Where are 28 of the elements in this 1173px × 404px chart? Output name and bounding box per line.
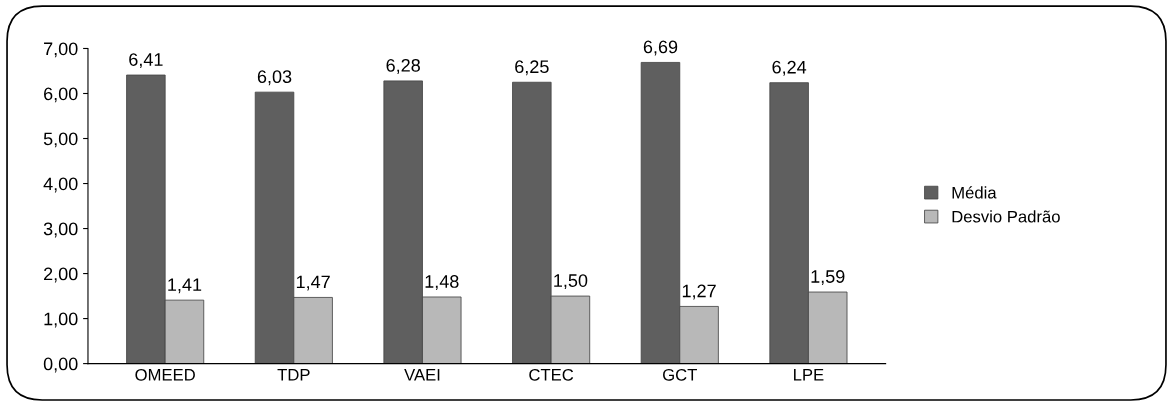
data-label: 1,41 bbox=[168, 278, 202, 294]
y-tick-label: 2,00 bbox=[44, 267, 78, 283]
y-tick-label: 0,00 bbox=[43, 357, 78, 373]
legend-label: Média bbox=[952, 186, 997, 199]
x-tick-label: CTEC bbox=[529, 368, 574, 381]
data-label: 1,47 bbox=[296, 275, 330, 291]
data-label: 1,27 bbox=[682, 284, 716, 300]
data-label: 1,50 bbox=[554, 274, 588, 290]
data-label: 6,41 bbox=[129, 53, 163, 69]
y-tick-label: 7,00 bbox=[44, 42, 78, 58]
data-label: 1,59 bbox=[811, 270, 845, 286]
legend-label: Desvio Padrão bbox=[952, 210, 1060, 223]
x-tick-label: OMEED bbox=[135, 368, 195, 381]
y-tick-label: 4,00 bbox=[43, 177, 78, 193]
x-tick-label: LPE bbox=[794, 369, 824, 381]
y-tick-label: 3,00 bbox=[43, 222, 78, 238]
y-tick-label: 6,00 bbox=[44, 87, 78, 103]
data-label: 6,24 bbox=[772, 60, 807, 76]
data-label: 6,03 bbox=[257, 70, 292, 86]
data-label: 6,69 bbox=[643, 40, 678, 56]
x-tick-label: VAEI bbox=[404, 369, 440, 381]
data-label: 6,25 bbox=[515, 60, 549, 76]
data-label: 6,28 bbox=[386, 58, 420, 74]
y-tick-label: 1,00 bbox=[44, 312, 78, 328]
data-label: 1,48 bbox=[425, 275, 459, 290]
x-tick-label: TDP bbox=[277, 369, 310, 381]
y-tick-label: 5,00 bbox=[43, 132, 78, 148]
x-tick-label: GCT bbox=[663, 368, 697, 381]
